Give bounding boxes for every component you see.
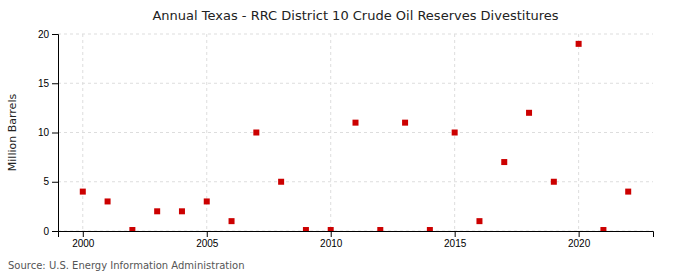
point (476, 218, 482, 224)
chart: 2000 2005 2010 2015 2020 0 5 10 15 20 Annual Texas… (0, 0, 675, 275)
point (204, 198, 210, 204)
point (377, 227, 383, 231)
point (179, 208, 185, 214)
grid-line (58, 132, 653, 133)
tick-mark (455, 231, 456, 237)
y-axis-title: Million Barrels (6, 94, 19, 172)
point (551, 179, 557, 185)
point (229, 218, 235, 224)
tick-mark (52, 231, 58, 232)
point (80, 189, 86, 195)
point (278, 179, 284, 185)
tick-mark (83, 231, 84, 237)
point (303, 227, 309, 231)
point (526, 110, 532, 116)
point (625, 189, 631, 195)
tick-mark (52, 133, 58, 134)
point (600, 227, 606, 231)
grid-line (58, 83, 653, 84)
tick: 2010 (320, 231, 343, 249)
tick-label: 2010 (320, 238, 343, 249)
annotation: Source: U.S. Energy Information Administ… (8, 260, 245, 271)
tick-mark (207, 231, 208, 237)
grid-line (578, 34, 579, 231)
tick-mark (52, 83, 58, 84)
points (80, 41, 631, 231)
point (154, 208, 160, 214)
tick-mark (52, 182, 58, 183)
x-axis: 2000 2005 2010 2015 2020 (59, 231, 654, 249)
tick: 20 (38, 29, 58, 40)
tick: 0 (43, 226, 58, 237)
tick: 5 (43, 176, 58, 187)
y-axis: 0 5 10 15 20 (38, 29, 59, 237)
point (402, 120, 408, 126)
grid (58, 34, 653, 231)
plot: 2000 2005 2010 2015 2020 0 5 10 15 20 (38, 29, 654, 249)
tick-label: 2015 (444, 238, 467, 249)
tick: 2015 (444, 231, 467, 249)
axis-line (52, 35, 59, 232)
tick-label: 2005 (196, 238, 219, 249)
tick-mark (52, 34, 58, 35)
title: Annual Texas - RRC District 10 Crude Oil… (152, 8, 558, 23)
point (129, 227, 135, 231)
tick: 2000 (72, 231, 95, 249)
point (452, 130, 458, 136)
grid-line (58, 181, 653, 182)
tick-label: 10 (38, 127, 50, 138)
tick: 10 (38, 127, 58, 138)
tick-mark (331, 231, 332, 237)
point (576, 41, 582, 47)
tick-label: 2020 (568, 238, 591, 249)
tick: 2020 (568, 231, 591, 249)
tick-label: 15 (38, 78, 50, 89)
tick-label: 0 (43, 226, 49, 237)
point (105, 198, 111, 204)
tick-label: 20 (38, 29, 50, 40)
point (253, 130, 259, 136)
point (353, 120, 359, 126)
tick: 2005 (196, 231, 219, 249)
tick-label: 2000 (72, 238, 95, 249)
tick-mark (579, 231, 580, 237)
grid-line (58, 34, 653, 35)
tick: 15 (38, 78, 58, 89)
tick-label: 5 (43, 176, 49, 187)
point (427, 227, 433, 231)
axis-line (59, 232, 654, 238)
point (328, 227, 334, 231)
point (501, 159, 507, 165)
